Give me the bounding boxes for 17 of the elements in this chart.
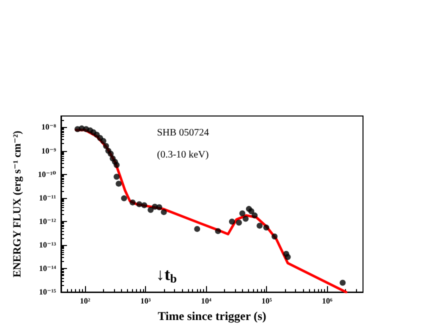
y-tick-label: 10⁻¹⁵ [38,288,57,297]
x-tick-label: 10⁴ [200,296,212,306]
y-tick-label: 10⁻¹⁴ [38,264,57,274]
annotation: SHB 050724 [157,128,209,138]
y-tick-label: 10⁻¹³ [38,240,57,250]
annotation: (0.3-10 keV) [157,150,209,160]
x-tick-label: 10⁵ [261,296,272,306]
x-tick-label: 10⁶ [322,296,334,306]
y-tick-label: 10⁻¹¹ [38,193,57,202]
y-tick-label: 10⁻⁹ [41,146,57,156]
x-axis-title: Time since trigger (s) [158,309,266,323]
y-tick-label: 10⁻¹² [38,216,57,226]
x-tick-label: 10² [80,296,91,306]
y-axis-title: ENERGY FLUX (erg s⁻¹ cm⁻²) [12,130,24,278]
y-tick-label: 10⁻¹⁰ [38,170,56,179]
y-tick-label: 10⁻⁸ [41,122,57,132]
x-tick-label: 10³ [140,296,152,306]
